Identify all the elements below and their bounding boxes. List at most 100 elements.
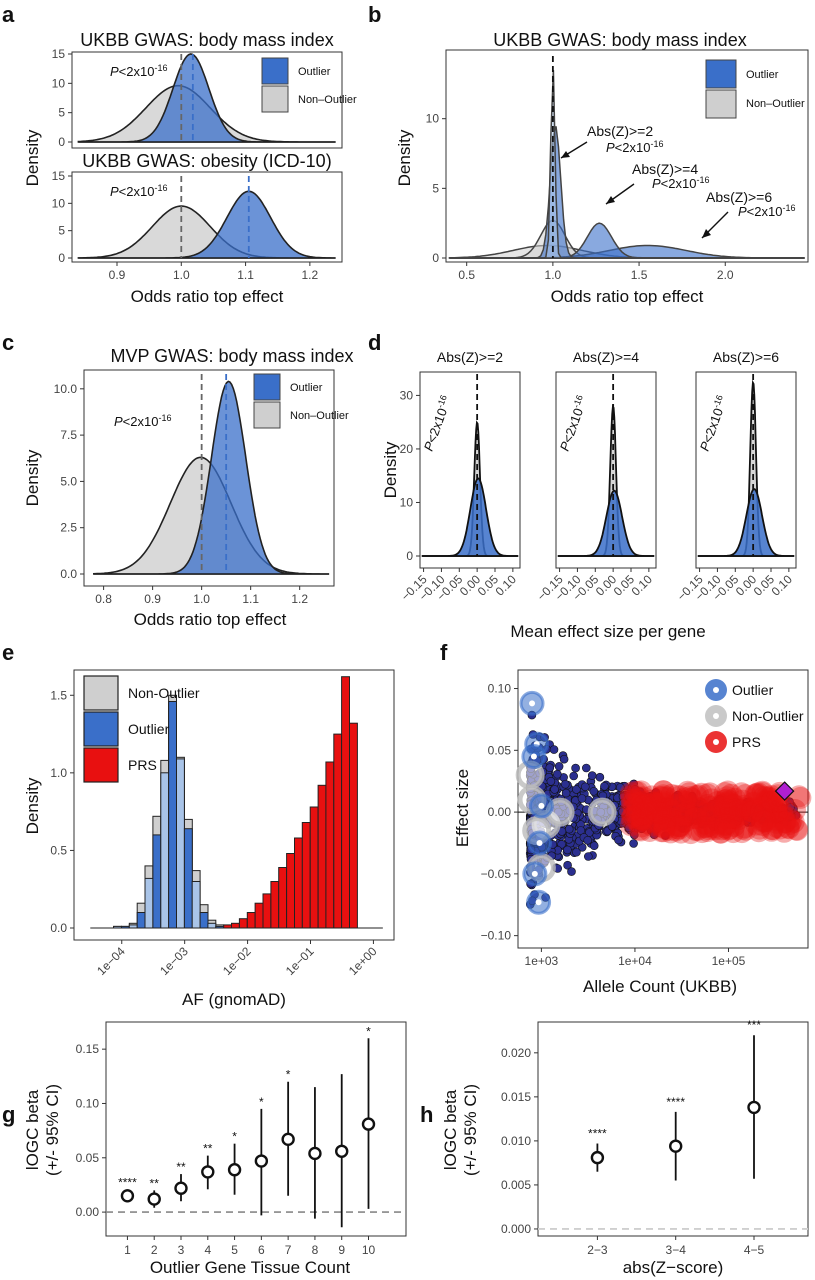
- panel-d-pvalue-1-text: P<2x10-16: [420, 394, 455, 453]
- panel-b-density-0: [449, 70, 805, 259]
- panel-f-prs-point: [748, 817, 771, 840]
- panel-c-xlabel: Odds ratio top effect: [134, 610, 287, 629]
- panel-f-prs-point: [700, 788, 723, 811]
- panel-a-xlabel: Odds ratio top effect: [131, 287, 284, 306]
- panel-f-prs-point: [717, 790, 740, 812]
- panel-f-prs-point: [650, 802, 672, 825]
- panel-h-point: [747, 1100, 761, 1115]
- panel-f-prs-point: [658, 806, 681, 829]
- panel-f-prs-point: [630, 815, 653, 838]
- panel-e-bar-prs: [278, 867, 288, 929]
- panel-f-point: [629, 839, 638, 848]
- panel-f-point: [559, 754, 569, 764]
- panel-e-ylabel: Density: [23, 777, 42, 834]
- panel-f-prs-point: [670, 789, 693, 812]
- panel-a-top-y-ticklabel: 15: [52, 47, 66, 61]
- panel-f-point: [567, 867, 576, 876]
- panel-f-prs-point: [651, 792, 674, 815]
- panel-f-point: [632, 806, 642, 815]
- panel-g-x-ticklabel: 4: [204, 1243, 211, 1257]
- panel-f-point: [653, 814, 663, 824]
- panel-e-bar-outlier: [160, 772, 170, 929]
- panel-f-prs-point: [691, 821, 714, 844]
- panel-f-legend-key-center-1: [713, 713, 719, 719]
- panel-h-stars: ****: [666, 1095, 685, 1109]
- panel-d-pvalue-1: P<2x10-16: [420, 394, 455, 453]
- panel-d-pvalue-3-text: P<2x10-16: [696, 394, 731, 453]
- panel-f-prs-point: [734, 796, 757, 819]
- panel-f-prs-point: [684, 819, 707, 841]
- panel-f-prs-point: [697, 799, 720, 822]
- panel-f-point: [640, 816, 650, 825]
- panel-f-prs-point: [769, 817, 792, 840]
- panel-g-point: [201, 1165, 215, 1179]
- panel-e-legend-key-0: [83, 675, 119, 711]
- panel-c-legend-outlier-key: [253, 373, 281, 401]
- panel-c-pvalue-text: P<2x10-16: [114, 413, 171, 429]
- panel-label-a: a: [2, 2, 15, 27]
- panel-f-prs-point: [750, 800, 773, 823]
- panel-b-annot-z4: Abs(Z)>=4: [632, 161, 698, 177]
- panel-f-prs-point: [655, 797, 677, 820]
- panel-b-frame: [445, 49, 809, 263]
- panel-a-x-ticklabel: 1.0: [173, 268, 190, 282]
- panel-d-facet1-x-ticklabel: 0.10: [493, 572, 520, 599]
- panel-d-y-ticklabel: 20: [400, 442, 414, 456]
- panel-f-prs-point: [686, 818, 709, 841]
- panel-f-prs-point: [627, 798, 650, 821]
- panel-f-prs-point: [753, 810, 776, 833]
- panel-c-legend-outlier-label: Outlier: [290, 382, 323, 394]
- panel-f-prs-point: [784, 799, 806, 821]
- panel-f-prs-point: [653, 816, 675, 839]
- panel-f-prs-point: [652, 784, 675, 807]
- panel-c-y-ticklabel: 0.0: [60, 567, 77, 581]
- panel-f-prs-point: [726, 808, 749, 831]
- panel-f-prs-point: [699, 782, 721, 805]
- panel-f-point: [648, 792, 658, 802]
- panel-d-y-ticklabel: 10: [400, 495, 414, 509]
- panel-f-point: [614, 835, 623, 845]
- panel-f-prs-point: [759, 797, 782, 820]
- panel-f-prs-point: [693, 806, 716, 829]
- panel-f-prs-point: [628, 786, 651, 809]
- panel-f-prs-point: [696, 820, 719, 843]
- panel-h-x-ticklabel: 4−5: [744, 1243, 765, 1257]
- panel-b-x-ticklabel: 2.0: [717, 268, 734, 282]
- panel-f-prs-point: [638, 820, 661, 842]
- panel-f-prs-point: [714, 816, 737, 839]
- panel-f-prs-point: [758, 786, 781, 809]
- panel-f-point: [563, 860, 572, 870]
- panel-g-point: [174, 1181, 188, 1195]
- panel-a-top-pvalue-text: P<2x10-16: [110, 63, 167, 79]
- panel-h-x-ticklabel: 3−4: [666, 1243, 687, 1257]
- panel-f-prs-point: [703, 816, 726, 839]
- panel-f-prs-point: [640, 814, 663, 837]
- panel-b-outlier-key: [705, 59, 737, 89]
- panel-e-x-ticklabel: 1e−03: [157, 944, 191, 978]
- panel-f-prs-point: [723, 787, 746, 810]
- panel-a-top-y-ticklabel: 5: [58, 106, 65, 120]
- panel-f-prs-point: [703, 799, 726, 822]
- panel-f-point: [587, 771, 597, 780]
- panel-f-prs-point: [667, 815, 690, 837]
- panel-e-bar-outlier: [183, 828, 193, 929]
- panel-a-bottom-pvalue-text: P<2x10-16: [110, 183, 167, 199]
- panel-a-x-ticklabel: 0.9: [109, 268, 126, 282]
- panel-a-top-y-ticklabel: 10: [52, 76, 66, 90]
- panel-e-legend-label-0: Non-Outlier: [128, 685, 200, 701]
- panel-f-prs-point: [620, 785, 642, 808]
- panel-a-bottom-y-ticklabel: 15: [52, 169, 66, 183]
- panel-f-prs-point: [627, 810, 650, 833]
- panel-g-stars: **: [203, 1142, 213, 1156]
- panel-b-xlabel: Odds ratio top effect: [551, 287, 704, 306]
- panel-g-point: [147, 1192, 161, 1206]
- panel-f-prs-point: [654, 817, 677, 840]
- panel-f-prs-point: [703, 818, 726, 841]
- panel-f-prs-point: [658, 810, 681, 833]
- panel-f-prs-point: [753, 805, 776, 828]
- panel-f-prs-point: [731, 789, 754, 812]
- panel-f-prs-point: [731, 817, 754, 840]
- panel-f-prs-point: [755, 786, 778, 809]
- panel-g-point: [281, 1132, 295, 1147]
- panel-f-prs-point: [655, 786, 678, 809]
